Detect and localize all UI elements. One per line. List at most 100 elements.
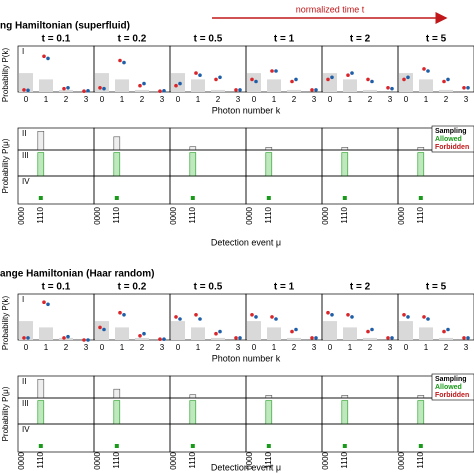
panel-frame — [93, 127, 171, 151]
blue-dot — [370, 327, 374, 332]
blue-dot — [142, 331, 146, 336]
allowed-bar — [113, 152, 121, 177]
panel-label: III — [22, 399, 29, 408]
time-label: t = 1 — [274, 34, 295, 45]
red-dot — [138, 83, 142, 88]
blue-dot — [162, 337, 166, 341]
event-tick-label: 1110 — [264, 206, 273, 223]
bar — [439, 89, 453, 92]
bar — [267, 327, 281, 340]
legend-entry: Forbidden — [435, 392, 469, 399]
k-tick-label: 3 — [464, 95, 469, 104]
bar — [323, 321, 337, 340]
allowed-bar — [189, 400, 197, 425]
blue-dot — [46, 302, 50, 307]
k-tick-label: 1 — [44, 343, 49, 352]
k-tick-label: 3 — [84, 343, 89, 352]
event-tick-label: 1110 — [188, 206, 197, 223]
k-tick-label: 3 — [312, 95, 317, 104]
blue-dot — [86, 338, 90, 342]
y-label: Probability P(k) — [1, 296, 10, 351]
sampling-bar — [417, 395, 425, 399]
blue-dot — [466, 336, 470, 340]
panel-frame — [397, 175, 474, 205]
blue-dot — [406, 75, 410, 80]
red-dot — [22, 336, 26, 340]
bar — [399, 321, 413, 340]
blue-dot — [330, 313, 334, 317]
bar — [247, 73, 261, 92]
event-tick-label: 0000 — [93, 451, 102, 469]
legend-entry: Sampling — [435, 128, 467, 135]
panel-label: I — [22, 47, 24, 56]
time-label: t = 0.5 — [194, 34, 223, 45]
panel-frame — [245, 423, 323, 453]
event-tick-label: 1110 — [416, 206, 425, 223]
bar — [39, 327, 53, 340]
bar — [439, 337, 453, 340]
panel-frame — [93, 175, 171, 205]
allowed-bar — [417, 400, 425, 425]
k-tick-label: 0 — [24, 343, 29, 352]
k-tick-label: 1 — [348, 343, 353, 352]
blue-dot — [294, 327, 298, 332]
blue-dot — [390, 336, 394, 340]
event-tick-label: 1110 — [188, 451, 197, 468]
bar — [95, 321, 109, 340]
time-label: t = 5 — [426, 34, 447, 45]
allowed-bar — [341, 152, 349, 177]
blue-dot — [294, 77, 298, 82]
bar — [39, 79, 53, 92]
legend-entry: Sampling — [435, 376, 467, 383]
allowed-marker — [342, 196, 347, 200]
red-dot — [42, 300, 46, 305]
panel-frame — [397, 149, 474, 177]
panel-frame — [93, 397, 171, 425]
k-tick-label: 0 — [404, 343, 409, 352]
red-dot — [346, 73, 350, 77]
red-dot — [158, 89, 162, 93]
bar — [419, 79, 433, 92]
sampling-bar — [265, 147, 273, 151]
red-dot — [366, 77, 370, 82]
red-dot — [386, 86, 390, 90]
blue-dot — [446, 327, 450, 332]
allowed-marker — [418, 196, 423, 200]
event-tick-label: 1110 — [340, 451, 349, 468]
k-tick-label: 0 — [176, 343, 181, 352]
red-dot — [22, 88, 26, 92]
event-tick-label: 0000 — [169, 206, 178, 224]
panel-frame — [245, 149, 323, 177]
blue-dot — [198, 317, 202, 321]
allowed-bar — [265, 152, 273, 177]
bar — [343, 327, 357, 340]
blue-dot — [274, 317, 278, 321]
red-dot — [442, 79, 446, 84]
allowed-marker — [190, 444, 195, 448]
k-tick-label: 2 — [368, 343, 373, 352]
blue-dot — [446, 77, 450, 82]
red-dot — [346, 313, 350, 317]
x-label: Photon number k — [212, 353, 281, 363]
allowed-marker — [38, 196, 43, 200]
legend-entry: Allowed — [435, 384, 462, 391]
sampling-bar — [341, 147, 349, 151]
time-label: t = 0.1 — [42, 282, 71, 293]
blue-dot — [254, 315, 258, 319]
red-dot — [270, 315, 274, 319]
blue-dot — [26, 88, 30, 93]
panel-frame — [93, 149, 171, 177]
time-label: t = 5 — [426, 282, 447, 293]
k-tick-label: 0 — [176, 95, 181, 104]
k-tick-label: 3 — [388, 95, 393, 104]
blue-dot — [198, 73, 202, 77]
blue-dot — [314, 336, 318, 340]
blue-dot — [274, 69, 278, 73]
k-tick-label: 1 — [120, 95, 125, 104]
blue-dot — [238, 336, 242, 340]
red-dot — [402, 77, 406, 82]
red-dot — [290, 79, 294, 84]
section-title: ange Hamiltonian (Haar random) — [0, 269, 154, 280]
blue-dot — [122, 60, 126, 65]
red-dot — [42, 54, 46, 59]
